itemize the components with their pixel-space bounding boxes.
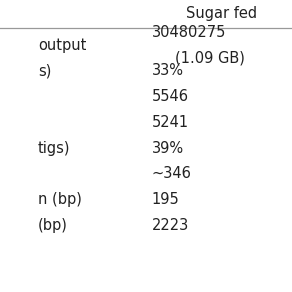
Text: 195: 195 — [152, 192, 180, 207]
Text: 39%: 39% — [152, 140, 184, 156]
Text: s): s) — [38, 63, 51, 79]
Text: n (bp): n (bp) — [38, 192, 82, 207]
Text: (1.09 GB): (1.09 GB) — [175, 51, 245, 66]
Text: 30480275: 30480275 — [152, 25, 226, 40]
Text: ~346: ~346 — [152, 166, 192, 181]
Text: 5241: 5241 — [152, 115, 189, 130]
Text: output: output — [38, 38, 86, 53]
Text: (bp): (bp) — [38, 218, 68, 233]
Text: 5546: 5546 — [152, 89, 189, 104]
Text: 2223: 2223 — [152, 218, 189, 233]
Text: 33%: 33% — [152, 63, 184, 79]
Text: tigs): tigs) — [38, 140, 70, 156]
Text: Sugar fed: Sugar fed — [186, 6, 258, 21]
